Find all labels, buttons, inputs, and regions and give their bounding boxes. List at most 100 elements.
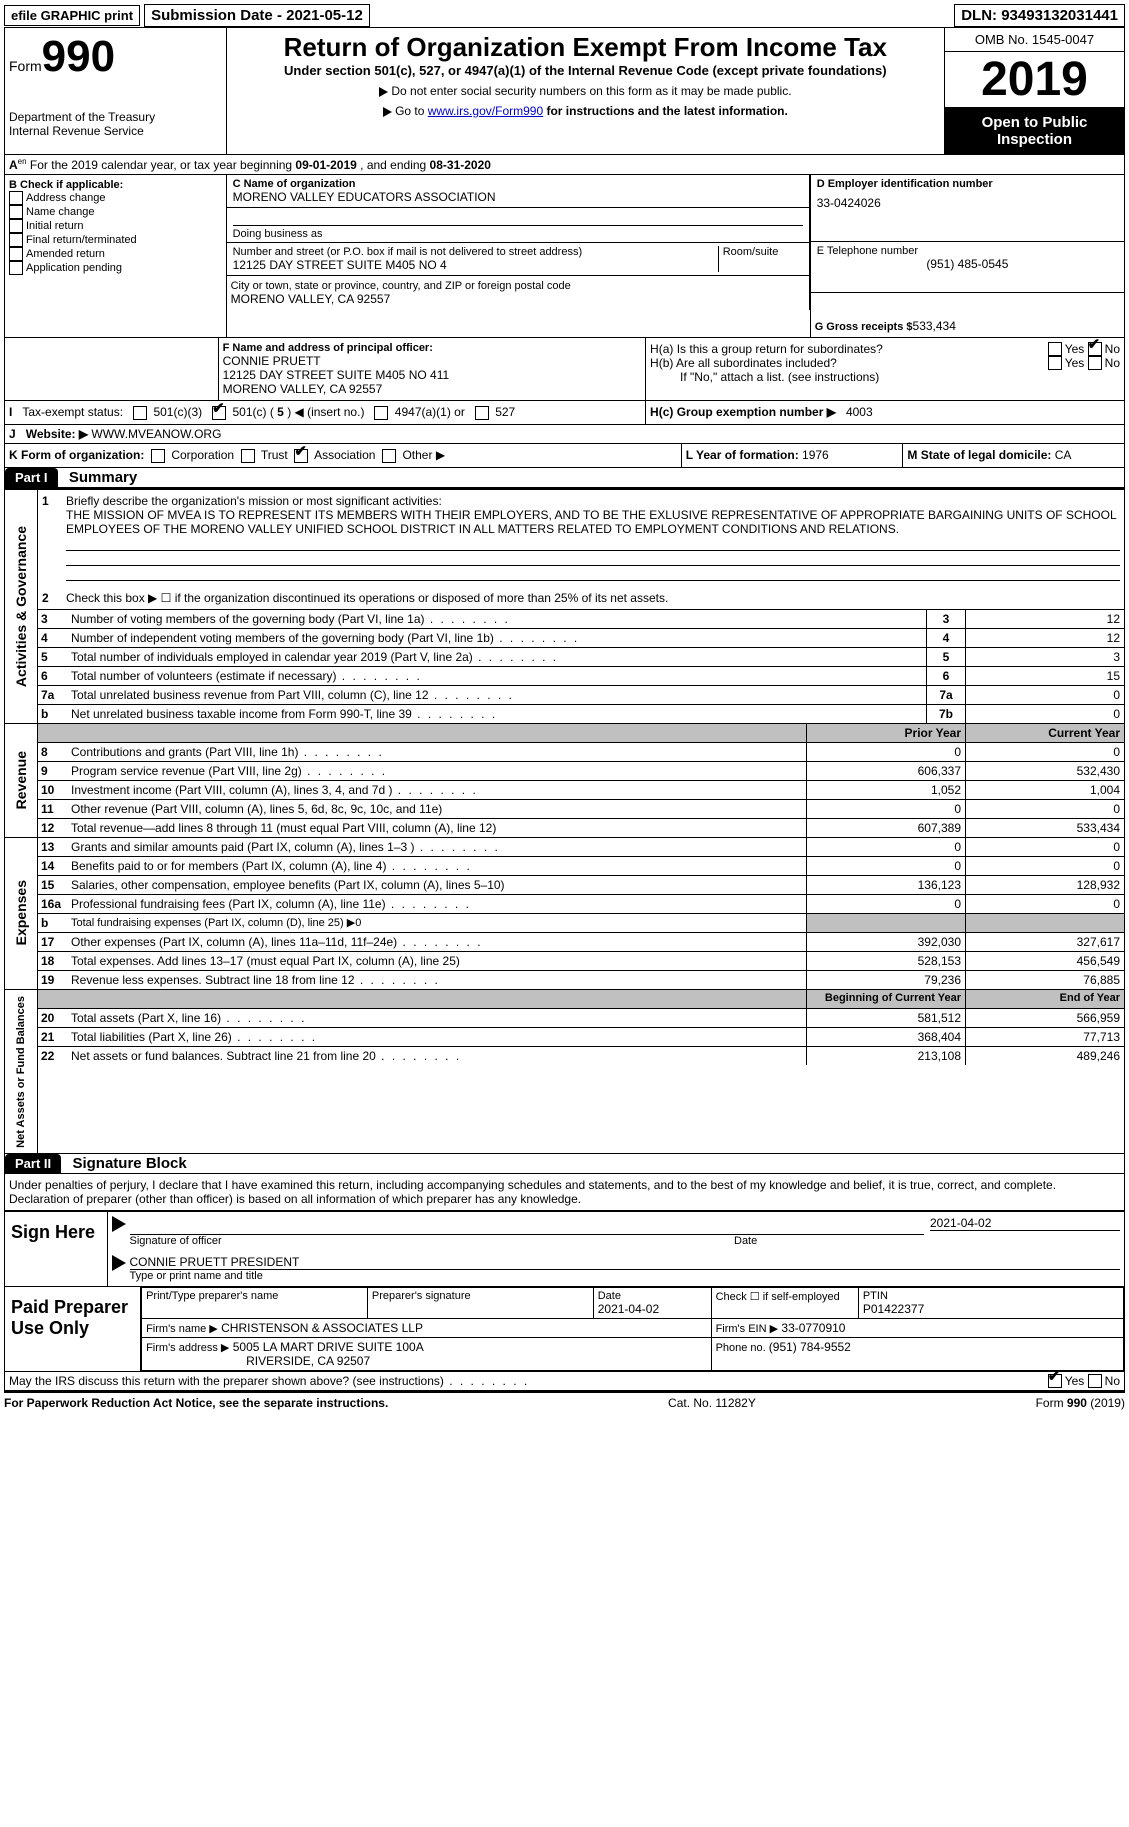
checkbox-501c[interactable] — [212, 406, 226, 420]
col-current-year: Current Year — [965, 724, 1124, 742]
opt-name-change: Name change — [26, 206, 95, 218]
checkbox-discuss-yes[interactable] — [1048, 1374, 1062, 1388]
footer-mid: Cat. No. 11282Y — [668, 1396, 756, 1410]
firm-addr1: 5005 LA MART DRIVE SUITE 100A — [233, 1340, 424, 1354]
checkbox-other[interactable] — [382, 449, 396, 463]
prep-date: 2021-04-02 — [598, 1302, 707, 1316]
l-label: L Year of formation: — [686, 448, 802, 462]
checkbox-association[interactable] — [294, 449, 308, 463]
firm-phone-label: Phone no. — [716, 1342, 769, 1354]
website-label: Website: ▶ — [26, 427, 88, 441]
v6: 15 — [965, 667, 1124, 685]
p17: 392,030 — [806, 933, 965, 951]
hb-note: If "No," attach a list. (see instruction… — [650, 370, 1120, 384]
form-label: Form — [9, 58, 42, 74]
efile-print-button[interactable]: efile GRAPHIC print — [4, 5, 140, 26]
opt-other: Other ▶ — [402, 448, 445, 462]
org-address: 12125 DAY STREET SUITE M405 NO 4 — [233, 258, 718, 272]
opt-501c-pre: 501(c) ( — [232, 405, 277, 419]
goto-prefix: Go to — [395, 104, 428, 118]
checkbox-discuss-no[interactable] — [1088, 1374, 1102, 1388]
date-label: Date — [734, 1235, 924, 1247]
checkbox-final-return[interactable] — [9, 233, 23, 247]
p14: 0 — [806, 857, 965, 875]
hc-value: 4003 — [846, 405, 873, 419]
yes-label: Yes — [1065, 356, 1085, 370]
checkbox-initial-return[interactable] — [9, 219, 23, 233]
i-label: Tax-exempt status: — [22, 405, 123, 419]
checkbox-amended-return[interactable] — [9, 247, 23, 261]
checkbox-ha-no[interactable] — [1088, 342, 1102, 356]
ha-label: H(a) Is this a group return for subordin… — [650, 342, 1048, 356]
opt-final-return: Final return/terminated — [26, 234, 137, 246]
checkbox-trust[interactable] — [241, 449, 255, 463]
state-domicile: CA — [1055, 448, 1072, 462]
part2-tab: Part II — [5, 1154, 61, 1173]
c18: 456,549 — [965, 952, 1124, 970]
mission-text: THE MISSION OF MVEA IS TO REPRESENT ITS … — [66, 508, 1120, 536]
part1-tab: Part I — [5, 468, 58, 487]
phone-value: (951) 485-0545 — [817, 257, 1118, 271]
dept-irs: Internal Revenue Service — [9, 124, 222, 138]
col-prior-year: Prior Year — [806, 724, 965, 742]
col-eoy: End of Year — [965, 990, 1124, 1008]
yes-label: Yes — [1065, 1374, 1085, 1388]
vtab-ag: Activities & Governance — [11, 520, 31, 693]
l6: Total number of volunteers (estimate if … — [68, 667, 926, 685]
ein-value: 33-0424026 — [817, 196, 1118, 210]
checkbox-4947[interactable] — [374, 406, 388, 420]
checkbox-name-change[interactable] — [9, 205, 23, 219]
prep-sig-label: Preparer's signature — [372, 1290, 589, 1302]
section-expenses: Expenses 13Grants and similar amounts pa… — [4, 838, 1125, 990]
no-label: No — [1105, 342, 1120, 356]
opt-assoc: Association — [314, 448, 375, 462]
tax-year-begin: 09-01-2019 — [295, 158, 356, 172]
f-label: F Name and address of principal officer: — [223, 342, 641, 354]
l9: Program service revenue (Part VIII, line… — [68, 762, 806, 780]
checkbox-527[interactable] — [475, 406, 489, 420]
arrow-icon — [383, 107, 392, 117]
l4: Number of independent voting members of … — [68, 629, 926, 647]
ptin-label: PTIN — [863, 1290, 1119, 1302]
goto-suffix: for instructions and the latest informat… — [543, 104, 788, 118]
perjury-statement: Under penalties of perjury, I declare th… — [4, 1174, 1125, 1212]
officer-name: CONNIE PRUETT — [223, 354, 641, 368]
k-label: K Form of organization: — [9, 448, 144, 462]
prep-date-label: Date — [598, 1290, 707, 1302]
l15: Salaries, other compensation, employee b… — [68, 876, 806, 894]
sign-here-label: Sign Here — [5, 1212, 108, 1286]
checkbox-application-pending[interactable] — [9, 261, 23, 275]
arrow-icon — [112, 1255, 126, 1271]
opt-amended-return: Amended return — [26, 248, 105, 260]
irs-link[interactable]: www.irs.gov/Form990 — [428, 104, 543, 118]
opt-501c-post: ) ◀ (insert no.) — [284, 405, 365, 419]
hc-label: H(c) Group exemption number ▶ — [650, 405, 836, 419]
tax-year: 2019 — [945, 52, 1124, 108]
ssn-warning: Do not enter social security numbers on … — [391, 84, 791, 98]
c10: 1,004 — [965, 781, 1124, 799]
p15: 136,123 — [806, 876, 965, 894]
checkbox-hb-no[interactable] — [1088, 356, 1102, 370]
checkbox-corporation[interactable] — [151, 449, 165, 463]
section-activities-governance: Activities & Governance 1Briefly describ… — [4, 488, 1125, 724]
p8: 0 — [806, 743, 965, 761]
firm-addr2: RIVERSIDE, CA 92507 — [246, 1354, 370, 1368]
opt-501c3: 501(c)(3) — [153, 405, 202, 419]
m-label: M State of legal domicile: — [907, 448, 1054, 462]
opt-application-pending: Application pending — [26, 262, 122, 274]
vtab-expenses: Expenses — [11, 874, 31, 951]
checkbox-hb-yes[interactable] — [1048, 356, 1062, 370]
sig-date: 2021-04-02 — [930, 1216, 1120, 1231]
checkbox-ha-yes[interactable] — [1048, 342, 1062, 356]
checkbox-address-change[interactable] — [9, 191, 23, 205]
checkbox-501c3[interactable] — [133, 406, 147, 420]
p16a: 0 — [806, 895, 965, 913]
e-label: E Telephone number — [817, 245, 1118, 257]
l8: Contributions and grants (Part VIII, lin… — [68, 743, 806, 761]
l16b: Total fundraising expenses (Part IX, col… — [68, 914, 806, 932]
cal-year-sep: , and ending — [357, 158, 430, 172]
form-subtitle: Under section 501(c), 527, or 4947(a)(1)… — [231, 63, 940, 78]
hb-label: H(b) Are all subordinates included? — [650, 356, 1048, 370]
yes-label: Yes — [1065, 342, 1085, 356]
no-label: No — [1105, 1374, 1120, 1388]
